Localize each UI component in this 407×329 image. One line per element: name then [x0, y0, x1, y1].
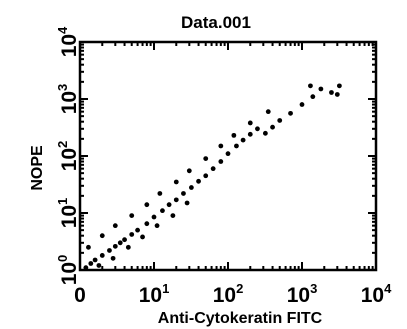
- data-point: [262, 130, 268, 136]
- data-point: [157, 191, 163, 196]
- x-tick-label: 0: [74, 284, 86, 307]
- data-point: [186, 168, 192, 174]
- x-axis-label: Anti-Cytokeratin FITC: [158, 310, 323, 327]
- data-point: [299, 102, 305, 107]
- data-point: [112, 243, 118, 249]
- data-point: [173, 197, 179, 203]
- data-point: [210, 166, 216, 172]
- data-point: [83, 265, 89, 271]
- data-point: [135, 227, 140, 233]
- data-point: [234, 143, 239, 149]
- data-point: [270, 124, 275, 130]
- data-point: [203, 173, 209, 179]
- y-tick-label: 102: [55, 141, 81, 172]
- data-point: [247, 120, 253, 126]
- data-point: [88, 261, 94, 266]
- data-point: [318, 86, 324, 92]
- data-point: [96, 263, 102, 268]
- data-point: [86, 244, 91, 250]
- data-point: [173, 179, 179, 185]
- data-point: [188, 185, 194, 190]
- data-point: [110, 255, 116, 261]
- data-point: [154, 223, 160, 229]
- data-point: [117, 240, 123, 246]
- data-point: [231, 132, 237, 138]
- data-point: [99, 233, 105, 239]
- data-point: [196, 178, 201, 184]
- x-tick-label: 103: [287, 281, 318, 307]
- data-point: [218, 159, 224, 164]
- data-point: [99, 253, 105, 258]
- chart-title: Data.001: [181, 13, 251, 32]
- data-points: [83, 83, 342, 271]
- data-point: [122, 237, 127, 243]
- data-point: [247, 131, 253, 137]
- data-point: [336, 83, 342, 89]
- data-point: [334, 92, 340, 97]
- data-point: [181, 191, 186, 196]
- y-tick-label: 100: [55, 255, 81, 286]
- y-tick-label: 101: [55, 198, 81, 229]
- data-point: [240, 137, 246, 143]
- data-point: [170, 213, 176, 219]
- x-tick-label: 104: [361, 281, 392, 307]
- y-tick-label: 104: [55, 26, 81, 57]
- data-point: [92, 257, 98, 263]
- y-tick-label: 103: [55, 84, 81, 115]
- data-point: [144, 221, 150, 227]
- data-point: [151, 214, 157, 220]
- data-point: [160, 208, 165, 214]
- data-point: [112, 223, 118, 229]
- data-point: [144, 202, 150, 208]
- data-point: [140, 234, 145, 240]
- x-tick-label: 102: [213, 281, 244, 307]
- data-point: [329, 90, 334, 95]
- data-point: [308, 83, 313, 89]
- data-point: [125, 244, 131, 250]
- data-point: [265, 109, 271, 115]
- data-point: [218, 143, 224, 149]
- y-tick-labels: 100 101 102 103 104: [55, 26, 81, 285]
- y-axis-label: NOPE: [29, 145, 46, 191]
- axis-ticks: [79, 42, 376, 271]
- data-point: [166, 202, 172, 208]
- data-point: [184, 200, 190, 206]
- data-point: [277, 118, 283, 123]
- data-point: [129, 213, 135, 219]
- data-point: [107, 248, 112, 253]
- x-tick-labels: 0 101 102 103 104: [74, 281, 392, 307]
- x-tick-label: 101: [139, 281, 170, 307]
- data-point: [225, 151, 231, 157]
- data-point: [288, 110, 293, 116]
- data-point: [310, 94, 316, 100]
- data-point: [255, 126, 260, 132]
- data-point: [203, 156, 209, 162]
- data-point: [129, 232, 135, 237]
